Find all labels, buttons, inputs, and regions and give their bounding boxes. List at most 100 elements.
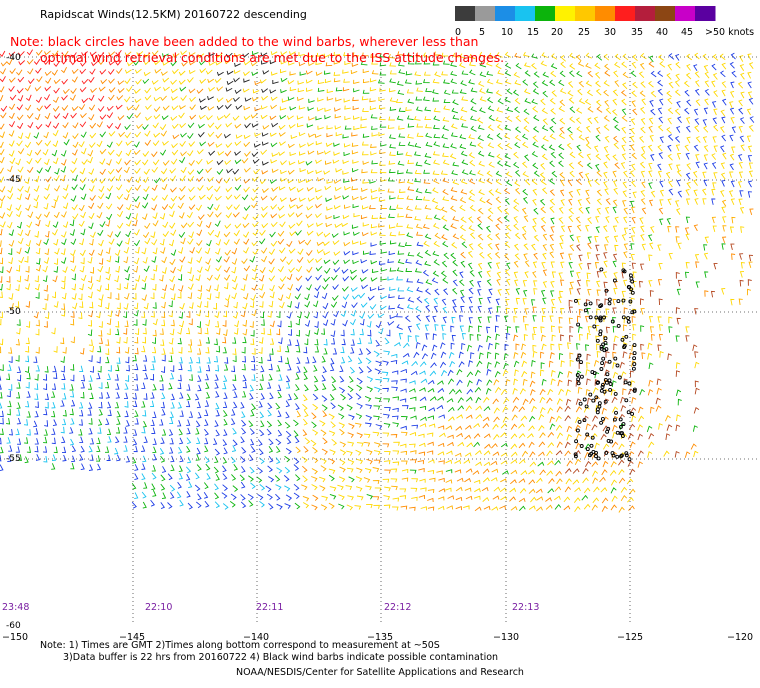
wind-barb — [459, 204, 466, 212]
wind-barb — [390, 434, 398, 438]
wind-barb — [388, 168, 396, 174]
wind-barb — [60, 150, 67, 157]
wind-barb — [722, 152, 727, 160]
wind-barb — [748, 62, 754, 69]
wind-barb — [0, 428, 4, 436]
wind-barb — [331, 233, 339, 238]
wind-barb — [363, 477, 371, 483]
wind-barb — [576, 244, 581, 251]
wind-barb — [357, 357, 363, 365]
wind-barb — [539, 432, 546, 439]
wind-barb — [524, 260, 530, 267]
wind-barb — [549, 133, 556, 140]
wind-barb — [239, 474, 246, 482]
wind-barb — [8, 121, 16, 128]
wind-barb — [352, 240, 359, 245]
wind-barb — [97, 229, 104, 237]
wind-barb — [252, 248, 259, 255]
wind-barb — [285, 400, 290, 408]
wind-barb — [425, 124, 432, 129]
wind-barb — [216, 104, 224, 111]
wind-barb — [536, 477, 543, 484]
wind-barb — [568, 133, 574, 141]
wind-barb — [690, 443, 697, 450]
wind-barb — [514, 98, 521, 105]
wind-barb — [215, 52, 223, 58]
wind-barb — [566, 460, 573, 467]
wind-barb — [316, 222, 323, 227]
wind-barb — [243, 115, 251, 121]
wind-barb — [415, 106, 423, 112]
wind-barb — [322, 366, 327, 374]
wind-barb — [188, 186, 195, 193]
wind-barb — [464, 452, 472, 457]
wind-barb — [114, 231, 121, 238]
wind-barb — [657, 70, 664, 77]
wind-barb — [9, 157, 16, 165]
wind-barb — [297, 88, 305, 93]
wind-barb — [623, 251, 628, 259]
wind-barb — [215, 390, 220, 398]
wind-barb — [6, 266, 13, 274]
wind-barb — [61, 310, 66, 317]
wind-barb — [665, 433, 671, 440]
wind-barb — [51, 428, 56, 435]
wind-barb — [207, 78, 215, 84]
wind-barb — [397, 213, 404, 218]
wind-barb — [124, 124, 131, 130]
wind-barb — [270, 96, 278, 101]
wind-barb — [16, 366, 21, 373]
wind-barb — [585, 206, 590, 214]
wind-barb — [353, 125, 360, 131]
wind-barb — [79, 436, 84, 444]
wind-barb — [442, 143, 450, 149]
wind-barb — [258, 356, 263, 364]
wind-barb — [325, 197, 332, 202]
wind-barb — [477, 207, 484, 215]
wind-barb — [123, 247, 130, 254]
wind-barb — [347, 355, 353, 363]
wind-barb — [141, 283, 147, 290]
wind-barb — [61, 231, 67, 238]
wind-barb — [523, 243, 529, 251]
wind-barb — [503, 208, 510, 215]
wind-barb — [584, 98, 591, 106]
wind-barb — [452, 99, 459, 106]
wind-barb — [71, 68, 79, 75]
wind-barb — [356, 467, 363, 474]
wind-barb — [324, 70, 331, 75]
wind-barb — [204, 409, 209, 417]
wind-barb — [125, 364, 130, 372]
wind-barb — [595, 80, 601, 88]
wind-barb — [314, 133, 322, 139]
wind-barb — [251, 71, 259, 76]
wind-barb — [61, 159, 67, 166]
wind-barb — [208, 52, 215, 57]
wind-barb — [659, 218, 664, 226]
wind-barb — [350, 328, 355, 336]
wind-barb — [461, 159, 469, 166]
wind-barb — [16, 402, 21, 409]
wind-barb — [405, 267, 413, 272]
wind-barb — [161, 311, 166, 319]
wind-barb — [169, 437, 174, 445]
wind-barb — [108, 60, 116, 66]
wind-barb — [559, 126, 565, 134]
wind-barb — [52, 130, 59, 137]
wind-barb — [177, 202, 184, 210]
wind-barb — [425, 215, 433, 220]
wind-barb — [44, 312, 50, 320]
wind-barb — [62, 202, 69, 210]
wind-barb — [348, 376, 354, 383]
wind-barb — [586, 153, 592, 161]
wind-barb — [450, 61, 457, 67]
wind-barb — [686, 99, 692, 107]
wind-barb — [243, 293, 249, 300]
wind-barb — [573, 497, 581, 503]
wind-barb — [450, 78, 457, 84]
wind-barb — [366, 386, 374, 393]
wind-barb — [251, 364, 256, 371]
wind-barb — [522, 141, 529, 148]
wind-barb — [486, 133, 494, 140]
wind-barb — [225, 142, 233, 149]
